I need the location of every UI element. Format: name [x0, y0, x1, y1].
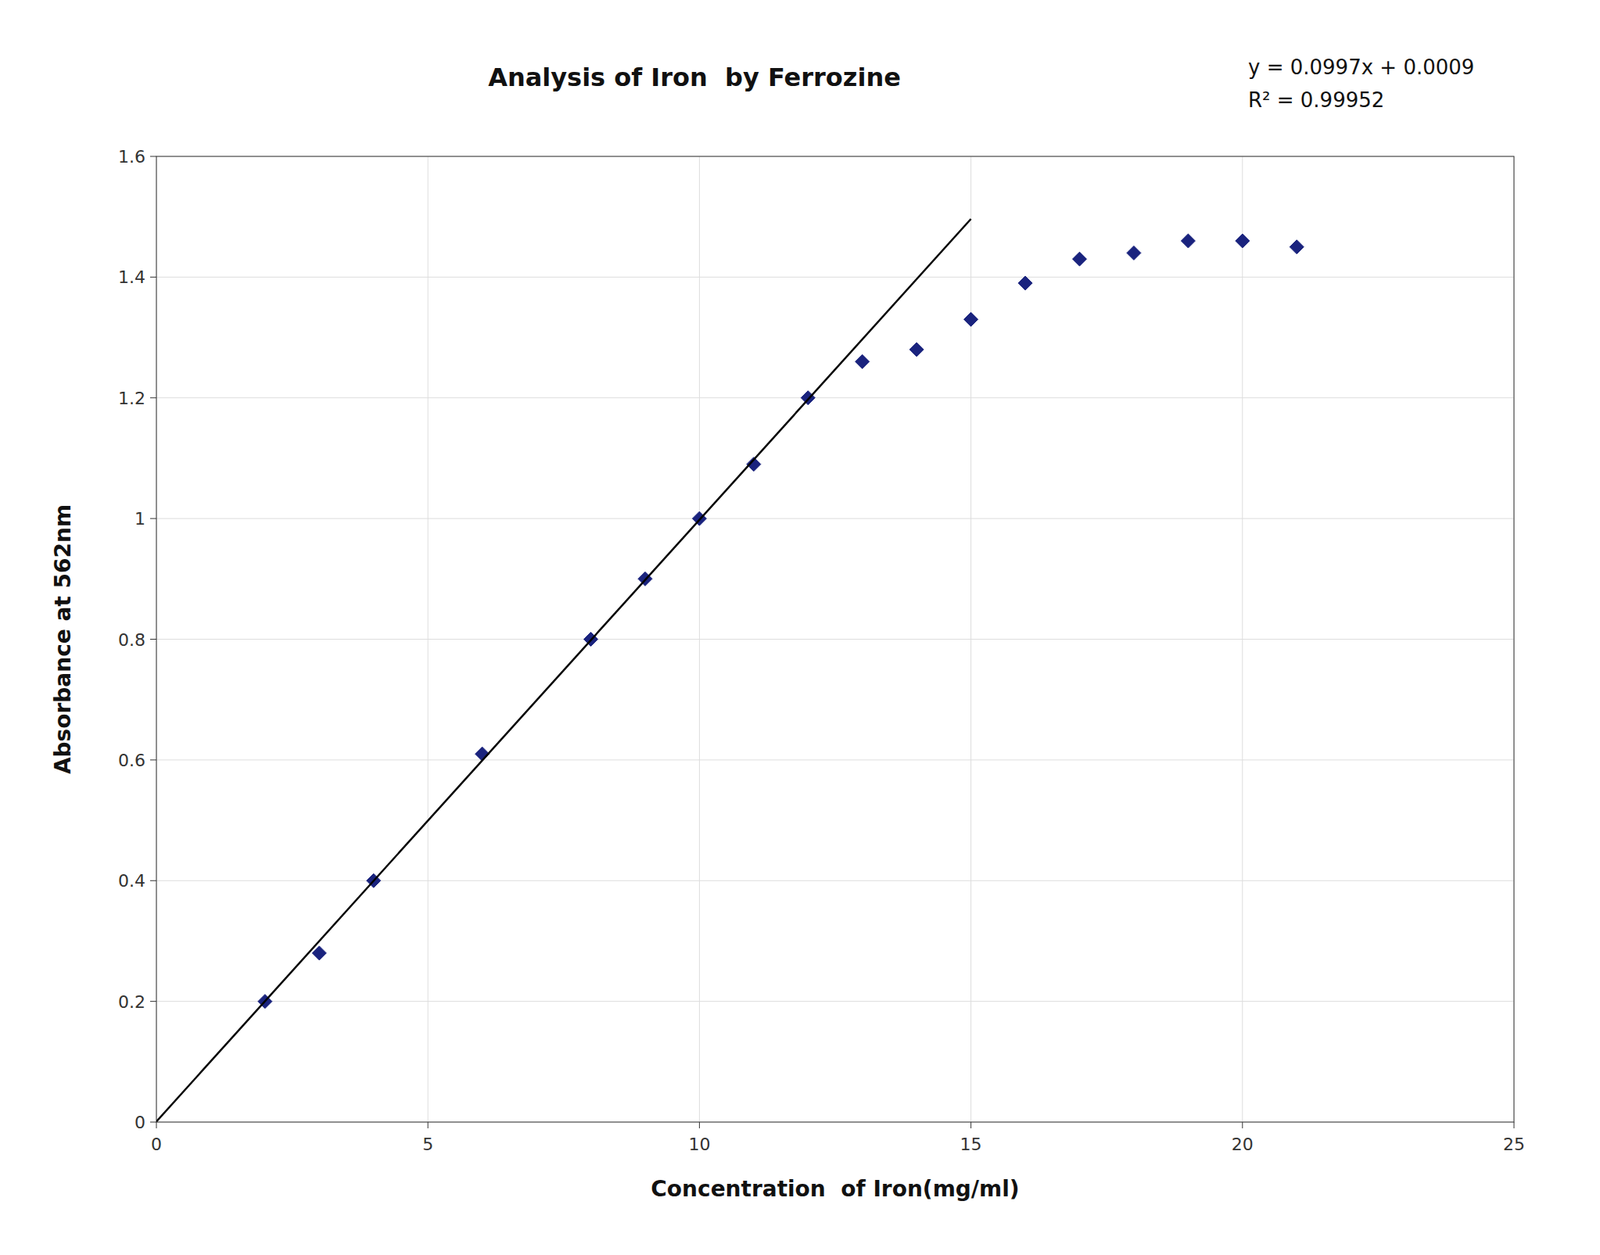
y-grid-line: [156, 518, 1514, 520]
y-tick: [150, 397, 157, 399]
y-grid-line: [156, 1000, 1514, 1002]
y-tick: [150, 276, 157, 278]
y-tick-label: 0.8: [118, 630, 146, 650]
y-tick: [150, 518, 157, 520]
x-tick: [1241, 1122, 1243, 1129]
y-tick-label: 1.2: [118, 388, 146, 409]
x-tick-label: 20: [1231, 1134, 1254, 1155]
y-tick-label: 0.4: [118, 871, 146, 891]
x-tick: [156, 1122, 158, 1129]
y-grid-line: [156, 759, 1514, 761]
y-grid-line: [156, 638, 1514, 640]
data-point: [1235, 233, 1250, 248]
y-tick-label: 1: [134, 509, 146, 529]
x-tick: [427, 1122, 429, 1129]
y-grid-line: [156, 276, 1514, 278]
equation-annotation: y = 0.0997x + 0.0009: [1248, 55, 1475, 79]
data-point: [855, 354, 870, 369]
title: Analysis of Iron by Ferrozine: [487, 62, 901, 93]
x-tick: [970, 1122, 972, 1129]
y-tick: [150, 759, 157, 761]
y-tick: [150, 1000, 157, 1002]
y-tick: [150, 1122, 157, 1123]
x-tick-label: 10: [688, 1134, 711, 1155]
x-tick-label: 25: [1503, 1134, 1525, 1155]
x-tick: [699, 1122, 700, 1129]
data-point: [1289, 240, 1304, 255]
equation-annotation: R² = 0.99952: [1248, 88, 1385, 112]
data-point: [964, 312, 979, 327]
x-tick: [1513, 1122, 1515, 1129]
chart: 0 5 10 15 20 25 0 0.2 0.4 0.6 0.8 1 1.2 1.4 1.6 Analysi…: [0, 0, 1600, 1255]
data-point: [1126, 246, 1141, 261]
y-grid-line: [156, 397, 1514, 399]
data-point: [1018, 276, 1033, 291]
y-tick: [150, 638, 157, 640]
marks: [156, 218, 1304, 1122]
axes: 0 5 10 15 20 25 0 0.2 0.4 0.6 0.8 1 1.2 1.4 1.6: [118, 147, 1525, 1155]
y-tick-label: 1.6: [118, 147, 146, 167]
data-point: [1072, 251, 1087, 266]
data-point: [312, 946, 327, 961]
y-grid-line: [156, 880, 1514, 882]
x-tick-label: 5: [422, 1134, 434, 1155]
y-tick-label: 0: [134, 1112, 146, 1133]
plot-frame: [156, 156, 1514, 1123]
regression-line: [156, 218, 972, 1122]
data-point: [909, 342, 924, 357]
y-tick-label: 1.4: [118, 267, 146, 287]
x-tick-label: 15: [960, 1134, 983, 1155]
y-tick: [150, 880, 157, 882]
data-point: [1180, 233, 1195, 248]
background: [0, 0, 1600, 1255]
y-axis-label: Absorbance at 562nm: [50, 504, 76, 775]
x-tick-label: 0: [150, 1134, 162, 1155]
y-tick-label: 0.6: [118, 750, 146, 771]
plot-area: [156, 156, 1514, 1123]
x-axis-label: Concentration of Iron(mg/ml): [650, 1176, 1019, 1202]
y-tick-label: 0.2: [118, 992, 146, 1012]
y-tick: [150, 156, 157, 158]
grid: [156, 156, 1514, 1123]
